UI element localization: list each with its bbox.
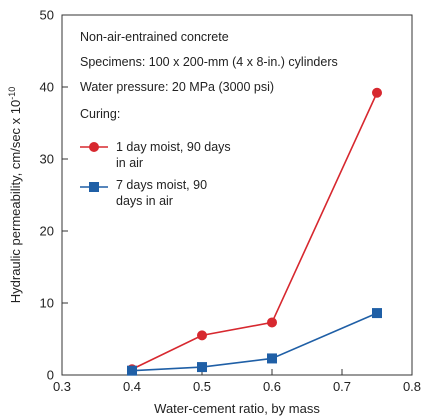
x-tick-label: 0.4 [123,379,141,394]
legend-label-7-days-line-1: 7 days moist, 90 [116,178,207,192]
x-tick-label: 0.3 [53,379,71,394]
x-tick-label: 0.6 [263,379,281,394]
legend-marker-7-days [89,182,99,192]
data-point-7-days [127,365,137,376]
y-axis-title-exponent: -10 [7,87,17,100]
legend-marker-1-day [89,142,99,152]
data-point-1-day [372,87,382,98]
x-tick-label: 0.8 [403,379,421,394]
series-line-1-day [131,92,378,370]
series-line-7-days [131,312,378,372]
x-tick-label: 0.7 [333,379,351,394]
data-point-7-days [372,308,382,319]
note-concrete-type: Non-air-entrained concrete [80,30,229,44]
legend-label-1-day-line-2: in air [116,156,143,170]
data-point-7-days [197,362,207,373]
annotation-notes: Non-air-entrained concrete Specimens: 10… [80,30,338,121]
legend-label-1-day-line-1: 1 day moist, 90 days [116,140,231,154]
y-axis-ticks: 0 10 20 30 40 50 [40,8,68,383]
x-axis-ticks: 0.3 0.4 0.5 0.6 0.7 0.8 [53,369,421,394]
legend-label-7-days-line-2: days in air [116,194,173,208]
series-layer [127,87,382,376]
y-tick-label: 10 [40,296,54,311]
note-water-pressure: Water pressure: 20 MPa (3000 psi) [80,80,274,94]
y-tick-label: 30 [40,152,54,167]
y-tick-label: 40 [40,80,54,95]
data-point-7-days [267,353,277,364]
x-tick-label: 0.5 [193,379,211,394]
y-tick-label: 0 [47,368,54,383]
plot-frame [61,14,413,376]
data-point-1-day [267,317,277,328]
y-tick-label: 50 [40,8,54,23]
data-point-1-day [197,330,207,341]
note-specimens: Specimens: 100 x 200-mm (4 x 8-in.) cyli… [80,55,338,69]
y-axis-title: Hydraulic permeability, cm/sec x 10-10 [7,87,23,304]
note-curing-heading: Curing: [80,107,120,121]
y-axis-title-main: Hydraulic permeability, cm/sec x 10 [8,100,23,304]
legend: 1 day moist, 90 days in air 7 days moist… [80,140,231,208]
y-tick-label: 20 [40,224,54,239]
x-axis-title: Water-cement ratio, by mass [154,401,320,416]
